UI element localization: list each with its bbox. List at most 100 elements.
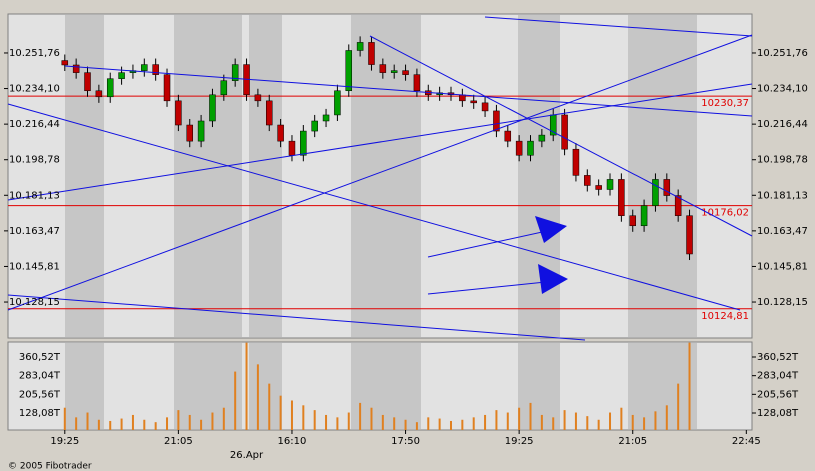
- date-label: 26.Apr: [230, 450, 264, 461]
- volume-bar: [302, 405, 305, 430]
- volume-bar: [222, 407, 225, 430]
- candle-body: [311, 120, 318, 132]
- volume-bar: [188, 414, 191, 430]
- volume-bar: [609, 412, 612, 430]
- candle-body: [538, 134, 546, 142]
- y-tick-label: 128,08T: [757, 408, 799, 419]
- volume-bar: [631, 414, 634, 430]
- volume-bar: [529, 402, 532, 430]
- candle-body: [674, 195, 682, 216]
- y-tick-label: 10.198,78: [9, 155, 60, 166]
- candle-body: [95, 90, 103, 98]
- volume-bar: [370, 407, 373, 430]
- volume-bar: [381, 414, 384, 430]
- candle-body: [72, 64, 80, 73]
- y-tick-label: 283,04T: [19, 371, 61, 382]
- session-bands: [65, 15, 697, 429]
- candle-body: [618, 179, 625, 216]
- volume-bar: [518, 407, 521, 430]
- candle-body: [459, 94, 466, 102]
- trend-lines: [7, 16, 753, 341]
- candle-body: [334, 90, 341, 116]
- candle-body: [402, 70, 409, 75]
- volume-bar: [86, 412, 89, 430]
- volume-bar: [120, 418, 123, 430]
- volume-bar: [97, 419, 100, 430]
- y-tick-label: 10.163,47: [757, 226, 808, 237]
- footer: © 2005 Fibotrader: [8, 462, 92, 471]
- candle-body: [572, 148, 580, 176]
- y-tick-label: 10.128,15: [9, 297, 60, 308]
- x-tick-label: 19:25: [50, 436, 79, 447]
- x-tick-label: 21:05: [164, 436, 193, 447]
- volume-bar: [665, 405, 668, 430]
- y-tick-label: 10.163,47: [9, 226, 60, 237]
- y-tick-label: 10.128,15: [757, 297, 808, 308]
- candle-body: [288, 140, 296, 156]
- volume-bar: [290, 400, 293, 430]
- candle-body: [470, 100, 477, 104]
- volume-bar: [154, 422, 157, 430]
- volume-bar: [211, 412, 214, 430]
- volume-bar: [620, 407, 623, 430]
- volume-bar: [63, 407, 66, 430]
- candle-body: [345, 50, 353, 92]
- y-tick-label: 10.251,76: [757, 48, 808, 59]
- x-tick-label: 21:05: [618, 436, 647, 447]
- volume-bar: [415, 422, 418, 430]
- candle-body: [606, 179, 614, 190]
- candle-body: [106, 78, 114, 98]
- volume-bar: [461, 419, 464, 430]
- volume-bar: [75, 417, 78, 430]
- level-label: 10176,02: [701, 208, 749, 219]
- volume-bar: [325, 414, 328, 430]
- y-tick-label: 10.216,44: [757, 119, 808, 130]
- level-label: 10124,81: [701, 311, 749, 322]
- volume-bar: [677, 383, 680, 430]
- candle-body: [277, 124, 284, 142]
- candle-body: [663, 179, 671, 196]
- x-tick-label: 17:50: [391, 436, 420, 447]
- volume-bar: [347, 412, 350, 430]
- arrows: [535, 216, 568, 294]
- y-tick-label: 10.216,44: [9, 119, 60, 130]
- volume-bar: [563, 410, 566, 430]
- candle-body: [141, 64, 148, 71]
- volume-bar: [256, 364, 259, 430]
- volume-bar: [449, 420, 452, 430]
- candle-body: [186, 124, 193, 142]
- volume-bar: [393, 417, 396, 430]
- candle-body: [493, 110, 500, 132]
- volume-bar: [472, 417, 475, 430]
- candle-body: [527, 140, 534, 156]
- candle-body: [152, 64, 159, 75]
- candle-body: [266, 100, 273, 126]
- volume-bar: [552, 417, 555, 430]
- volume-bar: [177, 410, 180, 430]
- volume-bar: [586, 416, 589, 430]
- x-tick-label: 16:10: [278, 436, 307, 447]
- candle-body: [629, 215, 636, 227]
- candle-body: [163, 74, 171, 102]
- volume-bar: [506, 412, 509, 430]
- candle-body: [481, 102, 489, 112]
- volume-bar: [495, 410, 498, 430]
- y-tick-label: 205,56T: [19, 389, 61, 400]
- volume-bar: [131, 414, 134, 430]
- candle-body: [84, 72, 91, 92]
- y-tick-label: 205,56T: [757, 389, 799, 400]
- candle-body: [390, 70, 398, 73]
- candle-body: [504, 130, 512, 142]
- candle-body: [61, 60, 69, 66]
- volume-bar: [643, 417, 646, 430]
- y-tick-label: 10.145,81: [757, 261, 808, 272]
- candle-body: [561, 114, 568, 150]
- candle-body: [254, 94, 262, 102]
- y-tick-label: 10.198,78: [757, 155, 808, 166]
- candle-body: [220, 80, 228, 96]
- candle-body: [209, 94, 216, 122]
- y-tick-label: 283,04T: [757, 371, 799, 382]
- candle-body: [413, 74, 421, 92]
- volume-bar: [109, 420, 112, 430]
- volume-bar: [574, 412, 577, 430]
